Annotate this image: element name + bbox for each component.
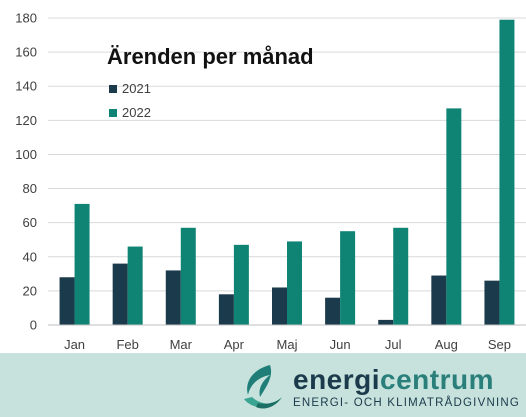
legend-label: 2022 bbox=[122, 105, 151, 120]
bar-2022-jul bbox=[393, 227, 409, 325]
y-axis-ticks: 0 20 40 60 80 100 120 140 160 180 bbox=[15, 11, 37, 333]
energicentrum-logo-icon bbox=[244, 365, 282, 409]
y-tick-label: 60 bbox=[23, 215, 37, 230]
x-tick-label: Jun bbox=[330, 337, 351, 352]
bar-2021-maj bbox=[272, 287, 287, 325]
bar-2021-apr bbox=[218, 294, 234, 325]
x-axis-ticks: Jan Feb Mar Apr Maj Jun Jul Aug Sep bbox=[64, 337, 511, 352]
x-tick-label: Mar bbox=[170, 337, 193, 352]
bar-2022-jan bbox=[74, 203, 90, 325]
x-tick-label: Maj bbox=[277, 337, 298, 352]
bar-2022-aug bbox=[446, 108, 462, 326]
bar-2021-feb bbox=[112, 263, 128, 325]
bar-2022-feb bbox=[127, 246, 143, 325]
bar-2021-aug bbox=[431, 275, 447, 325]
bar-2022-jun bbox=[340, 231, 356, 325]
legend: 2021 2022 bbox=[109, 81, 151, 120]
bar-2022-mar bbox=[180, 227, 196, 325]
y-tick-label: 0 bbox=[30, 318, 37, 333]
x-tick-label: Jan bbox=[64, 337, 85, 352]
y-tick-label: 80 bbox=[23, 181, 37, 196]
brand-tagline: ENERGI- OCH KLIMATRÅDGIVNING bbox=[293, 397, 520, 409]
footer-banner: energicentrum ENERGI- OCH KLIMATRÅDGIVNI… bbox=[0, 353, 526, 417]
y-tick-label: 160 bbox=[15, 45, 37, 60]
y-tick-label: 140 bbox=[15, 79, 37, 94]
x-tick-label: Sep bbox=[488, 337, 511, 352]
legend-swatch bbox=[109, 109, 117, 117]
bar-2022-apr bbox=[233, 244, 249, 325]
bars bbox=[59, 19, 515, 326]
brand-name: energicentrum bbox=[293, 365, 494, 395]
x-tick-label: Aug bbox=[435, 337, 458, 352]
bar-2022-sep bbox=[499, 19, 515, 325]
legend-swatch bbox=[109, 85, 117, 93]
x-tick-label: Jul bbox=[385, 337, 402, 352]
bar-2021-jun bbox=[325, 297, 341, 325]
bar-2021-jan bbox=[59, 277, 75, 325]
legend-label: 2021 bbox=[122, 81, 151, 96]
bar-2021-jul bbox=[378, 319, 394, 325]
y-tick-label: 40 bbox=[23, 249, 37, 264]
y-tick-label: 20 bbox=[23, 283, 37, 298]
brand-name-part2: centrum bbox=[380, 364, 494, 395]
y-tick-label: 120 bbox=[15, 113, 37, 128]
x-tick-label: Feb bbox=[116, 337, 138, 352]
bar-2022-maj bbox=[287, 241, 302, 325]
bar-chart: 0 20 40 60 80 100 120 140 160 180 Jan Feb Mar Apr Maj… bbox=[15, 11, 526, 352]
brand-name-part1: energi bbox=[293, 364, 381, 395]
chart-title: Ärenden per månad bbox=[107, 44, 314, 69]
x-tick-label: Apr bbox=[224, 337, 245, 352]
y-tick-label: 180 bbox=[15, 11, 37, 26]
bar-2021-sep bbox=[484, 280, 500, 325]
y-tick-label: 100 bbox=[15, 147, 37, 162]
bar-2021-mar bbox=[165, 270, 181, 325]
